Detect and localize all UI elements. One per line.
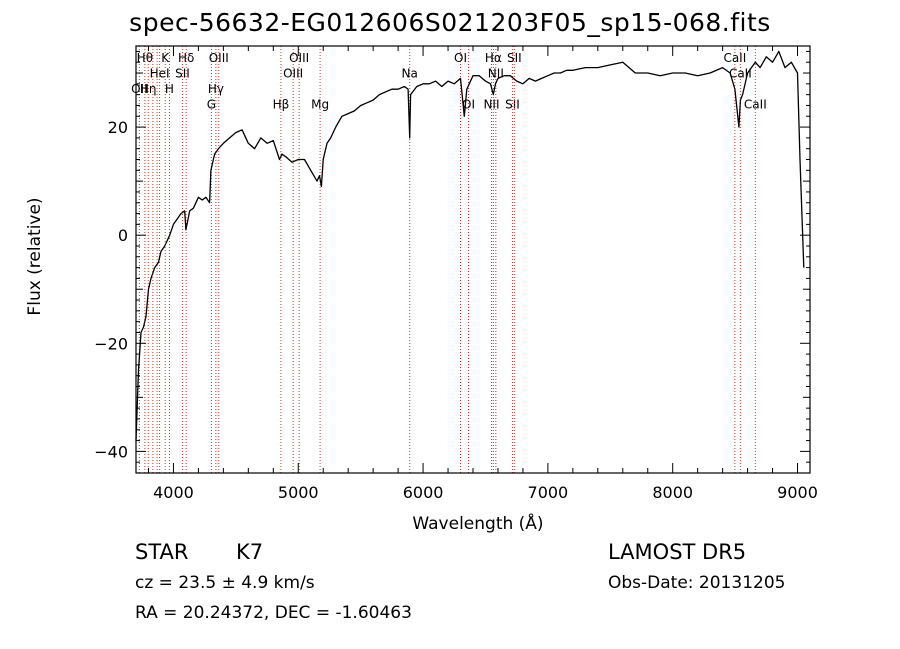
line-label: Hβ <box>273 98 290 112</box>
line-label: SII <box>505 98 520 112</box>
line-label: K <box>161 51 170 65</box>
x-axis-label: Wavelength (Å) <box>412 512 543 534</box>
line-label: HeI <box>150 67 170 81</box>
y-tick-label: −40 <box>94 442 128 461</box>
y-tick-label: 0 <box>118 226 128 245</box>
line-label: Hθ <box>137 51 153 65</box>
x-tick-label: 5000 <box>278 483 319 502</box>
line-label: CaII <box>744 98 767 112</box>
x-tick-label: 4000 <box>153 483 194 502</box>
line-label: SII <box>507 51 522 65</box>
line-label: Hα <box>485 51 502 65</box>
x-tick-label: 7000 <box>528 483 569 502</box>
spectrum-line <box>135 50 805 441</box>
x-tick-label: 9000 <box>777 483 818 502</box>
line-label: OIII <box>209 51 229 65</box>
line-label: OI <box>454 51 467 65</box>
line-label: NII <box>488 67 504 81</box>
line-label: Hδ <box>178 51 194 65</box>
line-label: Hη <box>140 82 157 96</box>
survey-label: LAMOST DR5 <box>608 540 747 564</box>
line-label: OIII <box>289 51 309 65</box>
y-axis-label: Flux (relative) <box>25 197 45 315</box>
coordinates-text: RA = 20.24372, DEC = -1.60463 <box>135 603 412 623</box>
line-label: OII <box>131 82 148 96</box>
line-label: G <box>207 98 216 112</box>
y-tick-label: 20 <box>108 118 128 137</box>
line-label: Na <box>402 67 418 81</box>
object-class: STAR <box>135 540 189 564</box>
line-label: CaII <box>723 51 746 65</box>
x-tick-label: 6000 <box>403 483 444 502</box>
line-label: Mg <box>311 98 329 112</box>
x-tick-label: 8000 <box>652 483 693 502</box>
line-label: NII <box>483 98 499 112</box>
y-tick-label: −20 <box>94 334 128 353</box>
line-label: H <box>165 82 174 96</box>
line-label: OIII <box>283 67 303 81</box>
object-subclass: K7 <box>236 540 264 564</box>
line-label: Hγ <box>208 82 224 96</box>
obs-date-text: Obs-Date: 20131205 <box>608 573 786 593</box>
chart-title: spec-56632-EG012606S021203F05_sp15-068.f… <box>129 8 771 37</box>
line-label: SII <box>175 67 190 81</box>
redshift-text: cz = 23.5 ± 4.9 km/s <box>135 573 315 593</box>
